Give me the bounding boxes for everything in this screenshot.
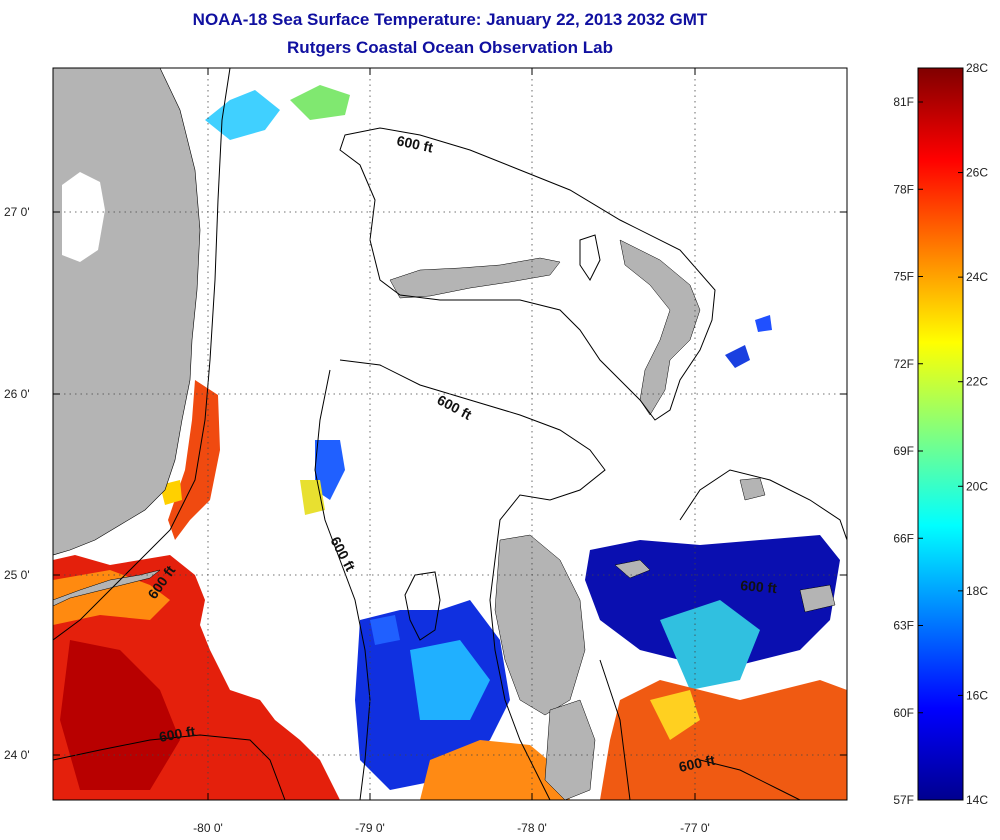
sst-orange-coastal: [53, 570, 170, 625]
land-eleuthera: [739, 477, 766, 501]
colorbar-fahrenheit-label: 66F: [893, 531, 914, 545]
map-subtitle: Rutgers Coastal Ocean Observation Lab: [287, 38, 613, 57]
colorbar-celsius-labels: 28C 26C 24C 22C 20C 18C 16C 14C: [958, 61, 988, 807]
sst-cold-bit-ne: [725, 345, 750, 368]
colorbar-fahrenheit-label: 57F: [893, 793, 914, 807]
sst-cold-bit-ne2: [755, 315, 772, 332]
colorbar-celsius-label: 18C: [966, 584, 988, 598]
colorbar-celsius-label: 28C: [966, 61, 988, 75]
colorbar-celsius-label: 26C: [966, 166, 988, 180]
lon-label-80: -80 0': [193, 821, 223, 835]
sst-midchannel-blue: [315, 440, 345, 500]
contour-loop: [404, 571, 441, 641]
contour-lines: [53, 68, 847, 800]
sst-warm-southeast: [600, 680, 847, 800]
map-frame: [52, 67, 848, 801]
lon-label-78: -78 0': [517, 821, 547, 835]
lake-okeechobee: [62, 172, 105, 262]
land-andros-south: [544, 699, 596, 800]
colorbar-fahrenheit-label: 78F: [893, 182, 914, 196]
land-florida-keys: [53, 569, 161, 607]
frame-ticks: [53, 68, 847, 800]
colorbar-celsius-label: 20C: [966, 479, 988, 493]
sst-cyan-east: [660, 600, 760, 690]
sst-cold-bit-channel: [370, 615, 400, 645]
colorbar-celsius-label: 14C: [966, 793, 988, 807]
sst-cyan-south: [410, 640, 490, 720]
contour-little-bahama-bank: [339, 127, 716, 421]
sst-yellow-southeast: [650, 690, 700, 740]
lat-label-25: 25 0': [4, 568, 30, 582]
contour-label-5: 600 ft: [740, 577, 778, 596]
contour-south-shelf: [53, 734, 286, 800]
colorbar-celsius-label: 22C: [966, 375, 988, 389]
colorbar: [917, 67, 964, 801]
contour-southeast: [599, 659, 631, 800]
colorbar-fahrenheit-label: 81F: [893, 95, 914, 109]
colorbar-celsius-label: 16C: [966, 688, 988, 702]
contour-southeast-2: [699, 759, 801, 800]
land-new-providence: [614, 559, 651, 579]
contour-west-channel: [314, 369, 371, 800]
lon-label-79: -79 0': [355, 821, 385, 835]
land-cat-island: [799, 584, 836, 613]
contour-great-bahama-bank: [339, 359, 606, 800]
land-grand-bahama: [389, 257, 561, 299]
contour-florida-shelf: [53, 68, 231, 641]
contour-label-1: 600 ft: [395, 132, 434, 155]
map-title: NOAA-18 Sea Surface Temperature: January…: [192, 10, 708, 29]
contour-label-6: 600 ft: [158, 723, 197, 745]
sst-cyan-north: [205, 90, 280, 140]
lat-label-24: 24 0': [4, 748, 30, 762]
sst-data-layer: [53, 85, 847, 800]
colorbar-fahrenheit-label: 75F: [893, 270, 914, 284]
colorbar-celsius-label: 24C: [966, 270, 988, 284]
colorbar-fahrenheit-label: 72F: [893, 357, 914, 371]
colorbar-fahrenheit-labels: 81F 78F 75F 72F 69F 66F 63F 60F 57F: [893, 95, 923, 807]
contour-label-7: 600 ft: [677, 752, 716, 775]
graticule: [53, 68, 847, 800]
colorbar-fahrenheit-label: 63F: [893, 619, 914, 633]
sst-green-north: [290, 85, 350, 120]
lat-label-26: 26 0': [4, 387, 30, 401]
colorbar-fahrenheit-label: 60F: [893, 706, 914, 720]
contour-east-bank: [679, 469, 847, 541]
lon-label-77: -77 0': [680, 821, 710, 835]
colorbar-fahrenheit-label: 69F: [893, 444, 914, 458]
contour-inner-ring: [579, 234, 601, 281]
land-abaco: [619, 239, 701, 416]
land-andros: [494, 534, 586, 716]
lat-label-27: 27 0': [4, 205, 30, 219]
